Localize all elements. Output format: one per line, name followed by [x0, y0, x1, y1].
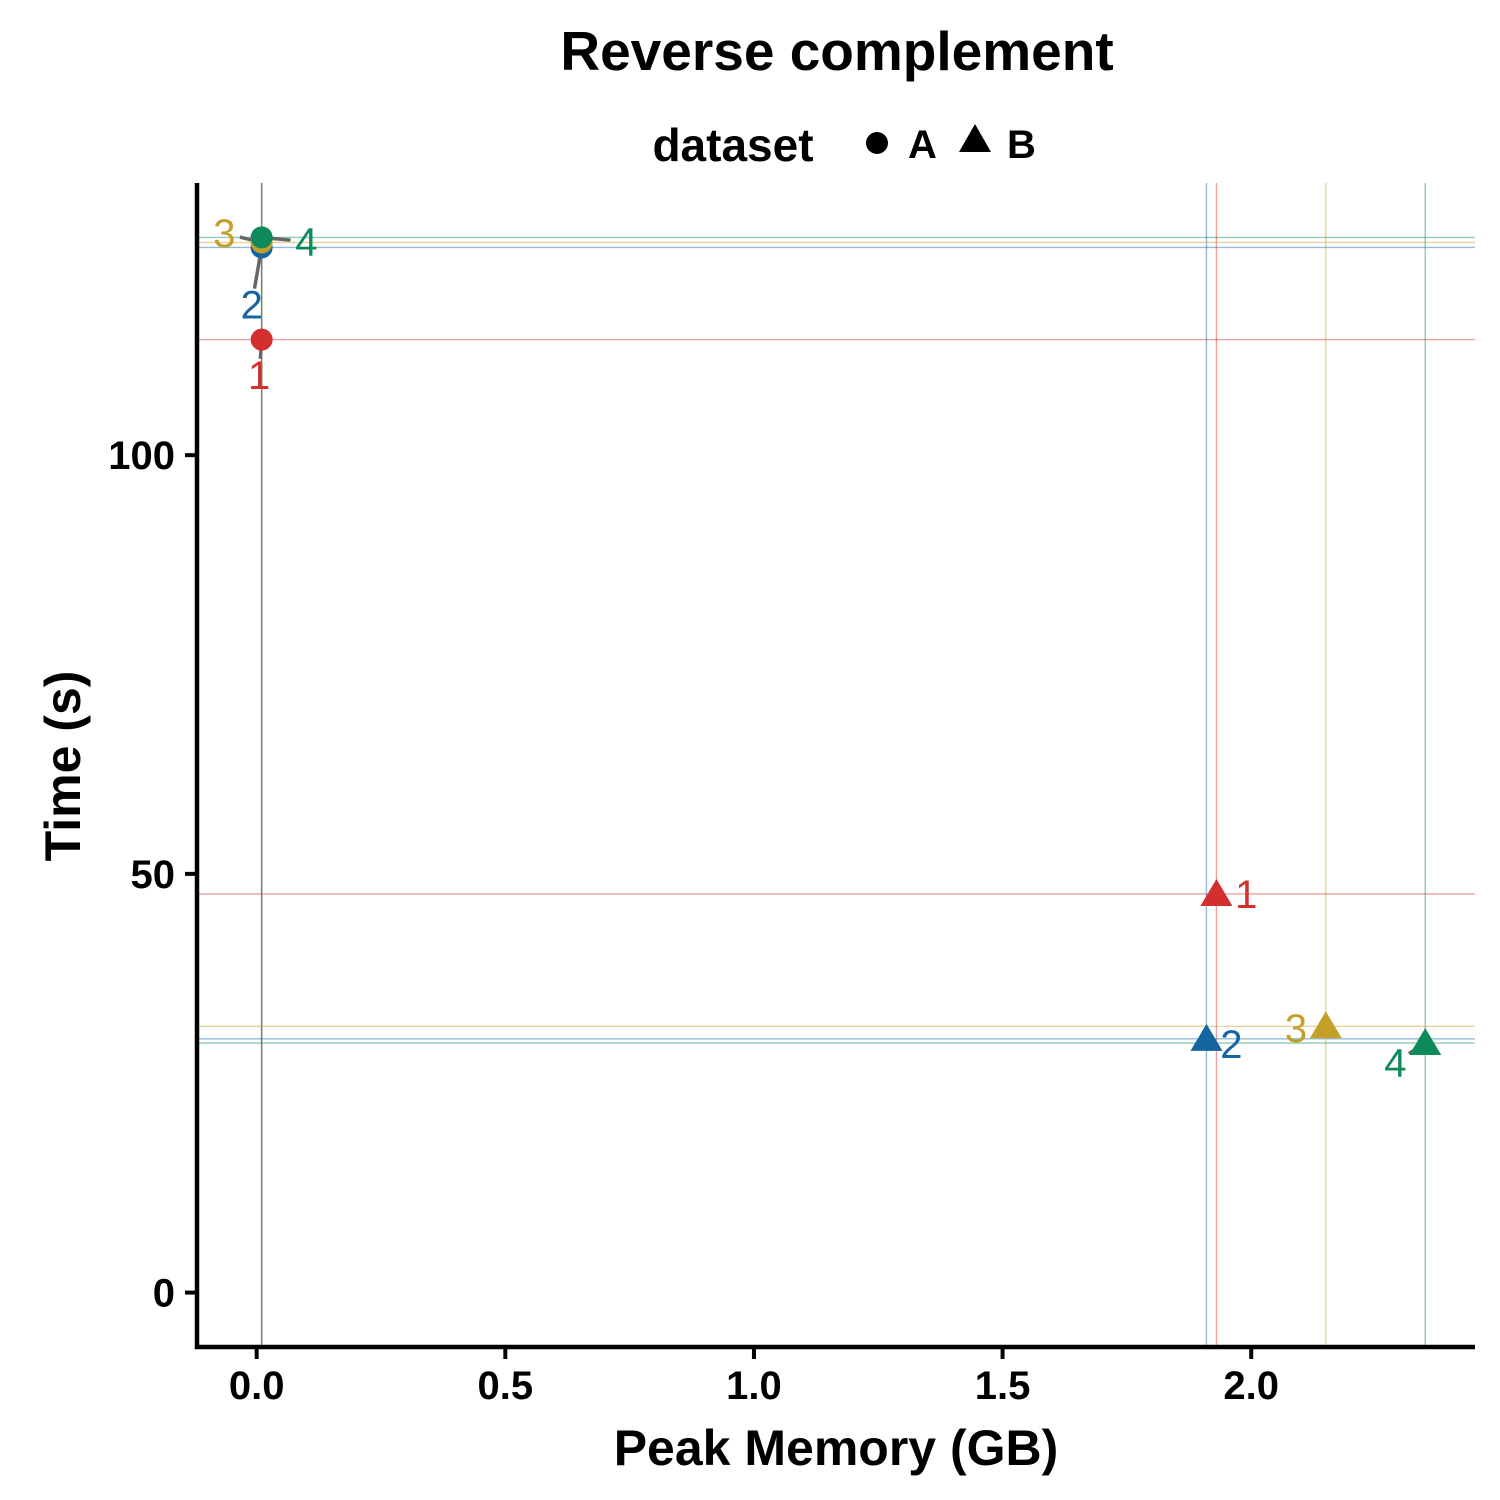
- point-label-A-1: 1: [248, 354, 270, 398]
- y-axis-label: Time (s): [35, 671, 91, 862]
- legend: dataset A B: [652, 119, 1035, 171]
- point-B-3: [1309, 1011, 1342, 1039]
- x-tick-label: 2.0: [1223, 1364, 1279, 1408]
- point-label-A-3: 3: [213, 212, 235, 256]
- point-B-1: [1200, 878, 1233, 906]
- label-connectors: [239, 235, 1418, 1056]
- x-tick-label: 1.5: [975, 1364, 1031, 1408]
- label-connector-A-4: [271, 236, 291, 242]
- point-A-1: [250, 328, 273, 351]
- x-tick-label: 1.0: [726, 1364, 782, 1408]
- legend-label-b: B: [1007, 123, 1036, 167]
- data-points: [250, 226, 1442, 1056]
- legend-circle-icon: [866, 132, 888, 154]
- y-tick-label: 100: [108, 434, 175, 478]
- point-label-B-3: 3: [1285, 1007, 1307, 1051]
- point-label-B-2: 2: [1220, 1023, 1242, 1067]
- y-tick-label: 0: [153, 1272, 175, 1316]
- point-B-2: [1190, 1023, 1223, 1051]
- point-label-A-2: 2: [241, 283, 263, 327]
- x-tick-label: 0.5: [478, 1364, 534, 1408]
- x-axis-label: Peak Memory (GB): [614, 1420, 1059, 1476]
- point-labels: 123 412 34: [213, 212, 1406, 1085]
- label-connector-A-3: [239, 235, 253, 242]
- point-label-A-4: 4: [295, 221, 317, 265]
- point-label-B-4: 4: [1384, 1041, 1406, 1085]
- legend-label-a: A: [908, 123, 937, 167]
- point-label-B-1: 1: [1235, 873, 1257, 917]
- axes: 0.0 0.5 1.0 1.5 2.0 0 50 100: [108, 183, 1475, 1408]
- point-A-4: [250, 226, 273, 249]
- chart-title: Reverse complement: [560, 20, 1113, 82]
- reference-lines: [197, 183, 1475, 1347]
- y-ticks: 0 50 100: [108, 434, 197, 1316]
- label-connector-A-2: [252, 257, 262, 289]
- label-connector-A-1: [258, 349, 263, 359]
- x-tick-label: 0.0: [229, 1364, 285, 1408]
- legend-title: dataset: [652, 119, 813, 171]
- legend-triangle-icon: [959, 124, 991, 152]
- x-ticks: 0.0 0.5 1.0 1.5 2.0: [229, 1347, 1279, 1408]
- y-tick-label: 50: [131, 853, 176, 897]
- point-B-4: [1409, 1028, 1442, 1056]
